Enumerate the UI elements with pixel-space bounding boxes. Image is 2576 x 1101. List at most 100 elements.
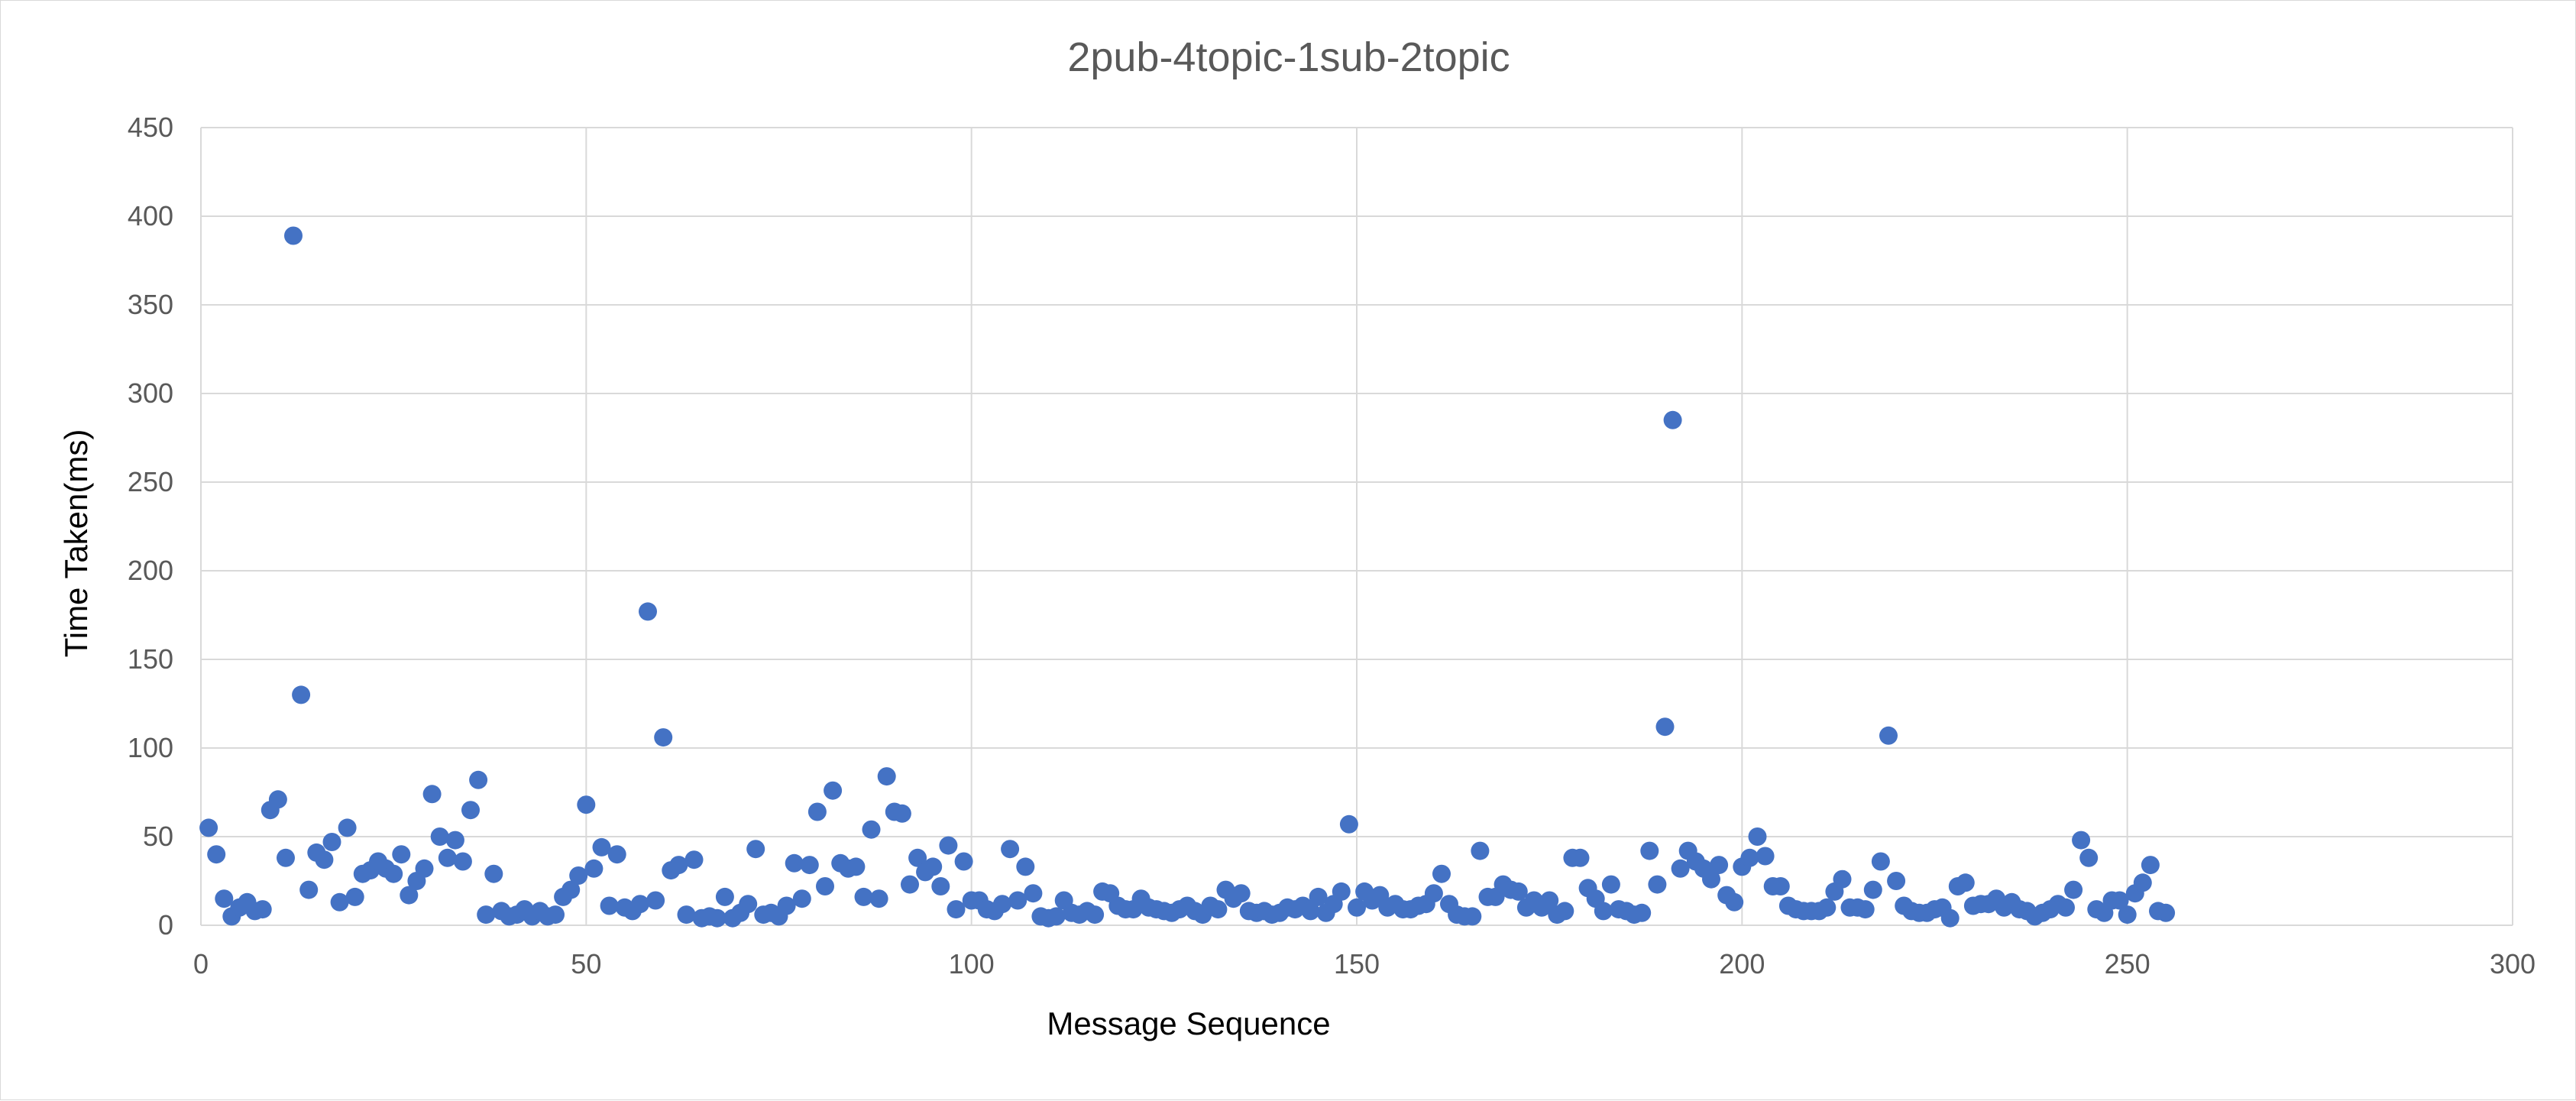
chart-title: 2pub-4topic-1sub-2topic [1067,34,1510,80]
data-point [901,875,919,894]
data-point [1663,410,1682,429]
data-point [1008,891,1027,910]
y-tick-label: 300 [128,377,173,409]
data-point [469,770,488,789]
data-point [862,820,881,839]
data-point [1956,873,1975,892]
data-point [677,905,696,925]
data-point [315,850,334,869]
data-point [2118,905,2137,925]
data-point [1725,892,1744,912]
data-point [1086,905,1105,925]
data-point [2079,848,2099,867]
data-point [1640,841,1659,860]
data-point [869,889,888,908]
data-point [2157,903,2176,922]
data-point [669,856,688,875]
data-point [639,602,657,621]
data-point [1016,857,1035,876]
data-point [739,895,758,914]
data-point [1301,902,1320,921]
data-point [1024,884,1043,903]
y-tick-label: 0 [158,909,173,941]
x-axis-title: Message Sequence [1047,1005,1330,1041]
data-point [422,785,442,804]
data-point [1209,900,1228,919]
x-tick-label: 100 [949,948,995,980]
data-point [846,857,866,876]
data-point [1756,847,1775,866]
data-point [330,892,349,912]
data-point [1601,875,1620,894]
data-point [785,853,804,873]
data-point [1471,841,1490,860]
gridlines [200,127,2513,926]
data-point [1339,814,1358,834]
data-point [400,886,419,905]
data-point [1555,902,1574,921]
data-point [453,852,472,871]
data-point [546,905,565,925]
data-point [807,802,827,821]
data-point [1571,848,1590,867]
data-point [715,887,734,906]
data-point [1509,882,1528,901]
data-point [207,845,226,864]
data-point [592,837,611,857]
data-point [684,850,704,869]
x-axis-ticks: 0 50 100 150 200 250 300 [193,948,2536,980]
data-point [1648,875,1667,894]
data-point [1540,891,1559,910]
data-point [1231,884,1251,903]
data-point [1833,869,1852,889]
data-point [1001,840,1020,859]
data-point [1702,869,1720,889]
y-tick-label: 400 [128,200,173,232]
data-point [954,852,973,871]
y-tick-label: 350 [128,289,173,320]
data-point [600,896,619,915]
data-point [892,804,911,823]
data-points [199,226,2176,928]
y-axis-title: Time Taken(ms) [58,429,94,658]
data-point [854,887,873,906]
data-point [561,880,581,899]
data-point [384,864,403,883]
data-point [1671,859,1690,878]
data-point [630,895,649,914]
data-point [2141,856,2160,875]
data-point [924,857,943,876]
data-point [1871,852,1890,871]
data-point [338,818,357,837]
data-point [1748,827,1767,846]
data-point [877,767,896,786]
data-point [392,845,411,864]
data-point [1740,848,1759,867]
data-point [445,831,464,850]
data-point [1879,726,1898,745]
data-point [477,905,496,925]
data-point [939,836,958,855]
data-point [1047,907,1066,926]
data-point [345,887,364,906]
data-point [322,833,341,851]
data-point [268,790,287,809]
data-point [1594,902,1613,921]
data-point [438,848,457,867]
data-point [654,728,673,747]
x-tick-label: 300 [2490,948,2536,980]
data-point [792,889,811,908]
data-point [277,848,295,867]
x-tick-label: 200 [1719,948,1765,980]
x-tick-label: 0 [193,948,209,980]
data-point [461,801,480,820]
data-point [824,781,843,800]
data-point [253,900,272,919]
data-point [584,859,604,878]
data-point [215,889,234,908]
data-point [1856,900,1875,919]
data-point [1655,717,1675,737]
data-point [1863,880,1882,899]
